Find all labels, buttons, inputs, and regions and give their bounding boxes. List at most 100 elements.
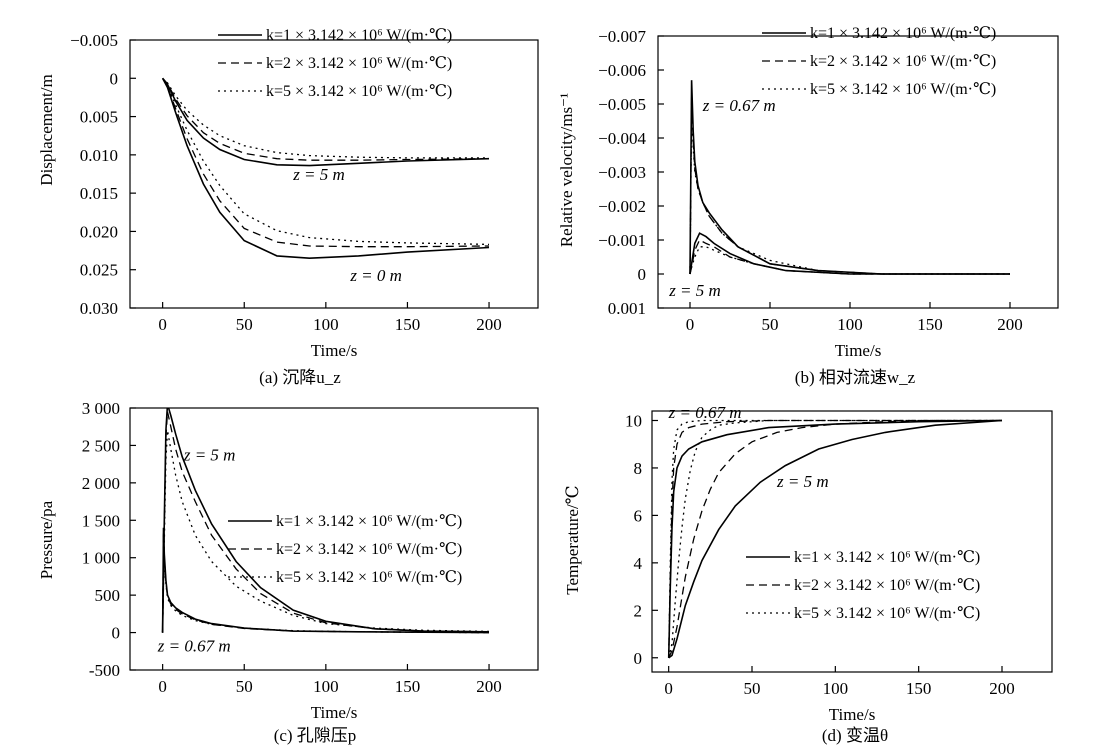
y-tick-label: 0 (112, 624, 121, 643)
series-line-dashed (668, 419, 1002, 658)
legend-entry: k=2 × 3.142 × 10⁶ W/(m·℃) (794, 577, 980, 594)
y-tick-label: 0.020 (80, 222, 118, 241)
y-tick-label: 0 (634, 649, 643, 668)
y-tick-label: −0.007 (598, 27, 646, 46)
x-tick-label: 200 (476, 315, 502, 334)
x-tick-label: 150 (395, 315, 421, 334)
x-tick-label: 0 (158, 315, 167, 334)
y-tick-label: 0.001 (608, 299, 646, 318)
y-axis-label: Displacement/m (37, 74, 56, 185)
y-axis-label: Pressure/pa (37, 500, 56, 579)
x-tick-label: 0 (664, 679, 673, 698)
y-tick-label: −0.004 (598, 129, 646, 148)
panel-caption: (d) 变温θ (822, 726, 888, 745)
x-axis-label: Time/s (311, 341, 358, 360)
x-tick-label: 100 (837, 315, 863, 334)
x-tick-label: 50 (744, 679, 761, 698)
panel-caption: (c) 孔隙压p (274, 726, 357, 745)
series-line-dashed (162, 77, 490, 161)
y-tick-label: −0.005 (70, 31, 118, 50)
chart-panel-3: 0 50 100 150 200 -500 0 500 1 000 1 500 2 000 2 500… (37, 399, 539, 745)
y-tick-label: −0.003 (598, 163, 646, 182)
series-line-solid (161, 77, 490, 260)
series-line-dotted (668, 419, 1002, 658)
chart-panel-1: 0 50 100 150 200 −0.005 0 0.005 0.010 0.015 0.020 0… (37, 27, 539, 387)
series-line-solid (668, 419, 1003, 659)
legend-entry: k=1 × 3.142 × 10⁶ W/(m·℃) (794, 549, 980, 566)
legend-entry: k=5 × 3.142 × 10⁶ W/(m·℃) (276, 569, 462, 586)
plot-frame (129, 407, 539, 671)
legend-entry: k=2 × 3.142 × 10⁶ W/(m·℃) (810, 53, 996, 70)
curve-annotation: z = 5 m (183, 445, 236, 464)
legend-entry: k=1 × 3.142 × 10⁶ W/(m·℃) (276, 513, 462, 530)
y-tick-label: 4 (634, 554, 643, 573)
y-tick-label: 0.015 (80, 184, 118, 203)
curve-annotation: z = 5 m (292, 165, 345, 184)
curve-annotation: z = 5 m (668, 281, 721, 300)
chart-panel-4: 0 50 100 150 200 0 2 4 6 8 10 Time/s Temperature/℃ (d… (563, 403, 1053, 745)
y-tick-label: -500 (89, 661, 120, 680)
x-tick-label: 150 (906, 679, 932, 698)
plot-frame (129, 39, 539, 309)
series-line-solid (161, 77, 490, 167)
curve-annotation: z = 5 m (776, 472, 829, 491)
y-tick-label: −0.005 (598, 95, 646, 114)
x-tick-label: 200 (997, 315, 1023, 334)
series-line-dashed (689, 239, 1010, 275)
y-axis-label: Relative velocity/ms⁻¹ (557, 93, 576, 247)
y-axis-label: Temperature/℃ (563, 485, 582, 594)
y-tick-label: −0.001 (598, 231, 646, 250)
series-line-dashed (161, 531, 490, 634)
curve-annotation: z = 0.67 m (668, 403, 742, 422)
x-tick-label: 100 (313, 315, 339, 334)
x-tick-label: 100 (823, 679, 849, 698)
series-line-dotted (162, 77, 489, 159)
series-line-dotted (162, 77, 490, 246)
y-tick-label: 500 (95, 586, 121, 605)
y-tick-label: 2 (634, 601, 643, 620)
x-tick-label: 200 (476, 677, 502, 696)
y-tick-label: 0.025 (80, 261, 118, 280)
x-axis-label: Time/s (835, 341, 882, 360)
plot-frame (657, 35, 1059, 309)
y-tick-label: 0 (638, 265, 647, 284)
series-line-dotted (689, 246, 1010, 275)
legend-entry: k=2 × 3.142 × 10⁶ W/(m·℃) (276, 541, 462, 558)
x-axis-label: Time/s (829, 705, 876, 724)
x-tick-label: 100 (313, 677, 339, 696)
legend-entry: k=5 × 3.142 × 10⁶ W/(m·℃) (810, 81, 996, 98)
legend-entry: k=1 × 3.142 × 10⁶ W/(m·℃) (266, 27, 452, 44)
legend-entry: k=5 × 3.142 × 10⁶ W/(m·℃) (266, 83, 452, 100)
x-tick-label: 150 (917, 315, 943, 334)
x-tick-label: 0 (158, 677, 167, 696)
chart-panel-2: 0 50 100 150 200 −0.007 −0.006 −0.005 −0.004 −0.0… (557, 25, 1059, 387)
series-line-dashed (668, 419, 1002, 659)
curve-annotation: z = 0.67 m (702, 96, 776, 115)
y-tick-label: 6 (634, 506, 643, 525)
y-tick-label: 10 (625, 411, 642, 430)
curve-annotation: z = 0 m (349, 266, 402, 285)
y-tick-label: 1 000 (82, 549, 120, 568)
legend-entry: k=2 × 3.142 × 10⁶ W/(m·℃) (266, 55, 452, 72)
x-axis-label: Time/s (311, 703, 358, 722)
legend-entry: k=5 × 3.142 × 10⁶ W/(m·℃) (794, 605, 980, 622)
series-line-dotted (161, 430, 490, 633)
y-tick-label: 8 (634, 459, 643, 478)
plot-frame (651, 410, 1053, 673)
series-line-dotted (161, 535, 490, 634)
y-tick-label: 0.005 (80, 108, 118, 127)
x-tick-label: 50 (236, 315, 253, 334)
x-tick-label: 0 (686, 315, 695, 334)
series-line-solid (689, 232, 1010, 275)
y-tick-label: 3 000 (82, 399, 120, 418)
panel-caption: (b) 相对流速w_z (795, 368, 916, 387)
x-tick-label: 200 (989, 679, 1015, 698)
series-line-dotted (668, 419, 1002, 658)
y-tick-label: −0.006 (598, 61, 646, 80)
series-line-dotted (689, 110, 1010, 275)
y-tick-label: 1 500 (82, 511, 120, 530)
panel-caption: (a) 沉降u_z (259, 368, 341, 387)
y-tick-label: 0 (110, 69, 119, 88)
x-tick-label: 150 (395, 677, 421, 696)
y-tick-label: 0.030 (80, 299, 118, 318)
